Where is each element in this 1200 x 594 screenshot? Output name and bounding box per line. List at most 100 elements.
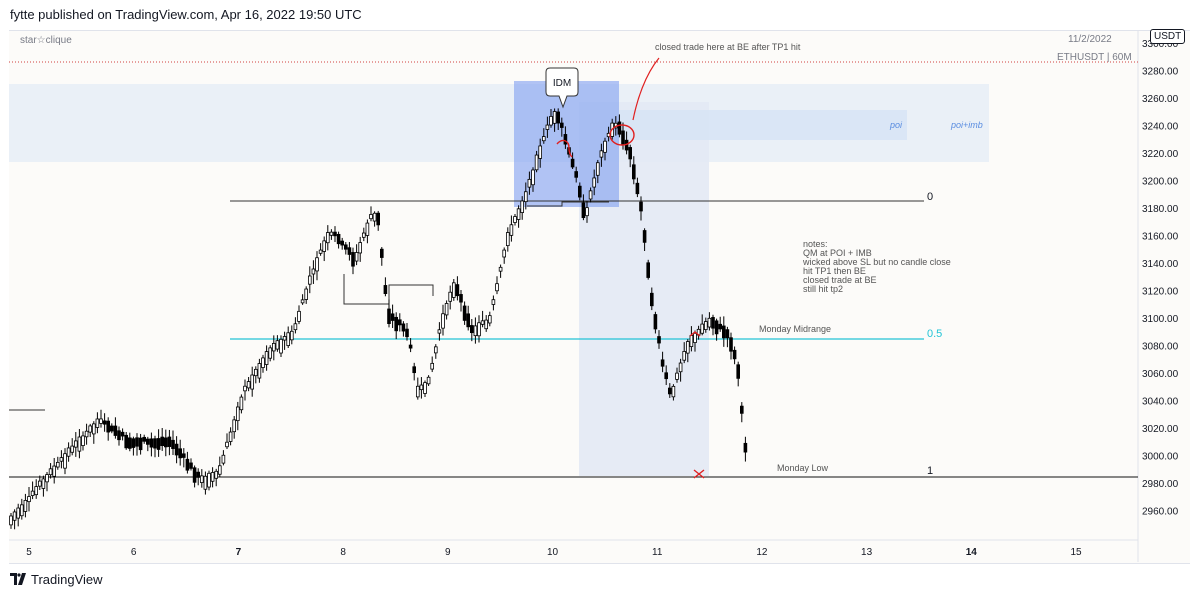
candle-down xyxy=(163,437,168,448)
candle-down xyxy=(578,185,582,198)
candle-up xyxy=(239,396,244,411)
idm-structure-line xyxy=(527,201,609,207)
candle-up xyxy=(495,283,499,292)
candle-up xyxy=(27,496,31,503)
candle-down xyxy=(412,366,416,374)
candle-down xyxy=(351,252,355,267)
currency-badge[interactable]: USDT xyxy=(1150,29,1186,44)
price-tick-label: 3240.00 xyxy=(1142,122,1179,133)
candle-down xyxy=(635,182,640,195)
candle-up xyxy=(531,169,535,186)
candle-down xyxy=(185,458,190,471)
candle-up xyxy=(419,384,424,391)
candle-up xyxy=(77,436,82,452)
idm-red-marker xyxy=(556,139,573,158)
candle-down xyxy=(653,314,658,330)
candle-up xyxy=(491,299,496,305)
candle-down xyxy=(722,325,726,339)
candle-up xyxy=(52,465,56,477)
time-tick-label: 13 xyxy=(861,547,873,558)
candle-down xyxy=(196,471,201,478)
candle-up xyxy=(448,291,452,302)
candle-down xyxy=(124,434,129,449)
candle-down xyxy=(106,420,111,433)
candle-up xyxy=(19,504,24,517)
price-chart[interactable]: IDM poi poi+imb 0 0.5 1 Monday Midrange … xyxy=(9,30,1190,562)
candle-down xyxy=(466,313,470,328)
candle-down xyxy=(617,121,622,135)
candle-up xyxy=(361,232,366,238)
candle-down xyxy=(171,439,175,449)
candle-up xyxy=(693,332,697,343)
monday-low-label: Monday Low xyxy=(777,463,829,473)
candle-up xyxy=(686,341,690,354)
price-tick-label: 3280.00 xyxy=(1142,67,1179,78)
candle-up xyxy=(423,382,427,394)
midrange-red-marker xyxy=(689,331,701,337)
tradingview-brand[interactable]: TradingView xyxy=(10,569,103,589)
candle-down xyxy=(131,438,136,448)
candle-down xyxy=(556,111,560,124)
note-line: closed trade at BE xyxy=(803,275,877,285)
candle-down xyxy=(397,319,402,326)
candle-down xyxy=(376,212,380,226)
candle-down xyxy=(660,359,665,367)
candle-up xyxy=(433,346,438,354)
candle-up xyxy=(199,475,204,483)
candle-down xyxy=(383,285,388,295)
candle-up xyxy=(210,472,215,482)
candle-down xyxy=(639,201,643,212)
candle-up xyxy=(232,419,237,433)
price-tick-label: 3160.00 xyxy=(1142,232,1179,243)
candle-down xyxy=(621,130,625,145)
price-tick-label: 3100.00 xyxy=(1142,314,1179,325)
candle-down xyxy=(117,430,121,441)
candle-down xyxy=(664,372,668,380)
candle-up xyxy=(372,212,377,222)
candle-down xyxy=(725,329,730,339)
note-line: QM at POI + IMB xyxy=(803,248,872,258)
candle-up xyxy=(48,468,53,476)
fib-1-label: 1 xyxy=(927,465,933,477)
candle-up xyxy=(84,430,89,438)
candle-down xyxy=(628,147,632,160)
price-tick-label: 3140.00 xyxy=(1142,259,1179,270)
candle-up xyxy=(704,321,708,330)
candle-down xyxy=(743,442,748,453)
price-tick-label: 3080.00 xyxy=(1142,342,1179,353)
candle-up xyxy=(225,441,229,448)
candlestick-series xyxy=(9,108,748,530)
candle-up xyxy=(12,511,17,521)
fib-0-label: 0 xyxy=(927,191,933,203)
candle-down xyxy=(646,262,650,278)
candle-down xyxy=(145,438,150,445)
candle-up xyxy=(502,249,506,258)
fib-05-label: 0.5 xyxy=(927,328,942,340)
qm-structure-line xyxy=(343,274,434,305)
candle-up xyxy=(45,474,49,483)
candle-down xyxy=(563,134,568,145)
idm-callout-bubble xyxy=(545,67,579,109)
candle-down xyxy=(740,405,744,414)
closed-trade-note: closed trade here at BE after TP1 hit xyxy=(655,42,801,52)
candle-up xyxy=(509,224,514,236)
candle-up xyxy=(250,374,255,390)
candle-up xyxy=(505,232,510,247)
candle-down xyxy=(135,437,139,447)
note-line: hit TP1 then BE xyxy=(803,266,866,276)
monday-low-x-marker xyxy=(693,469,705,479)
candle-up xyxy=(221,454,226,464)
candle-up xyxy=(549,115,553,126)
poi-zone xyxy=(619,110,907,140)
candle-up xyxy=(516,208,521,220)
candle-up xyxy=(441,313,445,329)
candle-up xyxy=(268,347,272,359)
candle-up xyxy=(34,486,38,496)
price-tick-label: 3260.00 xyxy=(1142,94,1179,105)
price-tick-label: 3040.00 xyxy=(1142,397,1179,408)
candle-up xyxy=(430,362,434,370)
candle-up xyxy=(74,440,78,448)
candle-down xyxy=(120,431,125,437)
candle-up xyxy=(289,330,294,341)
candle-down xyxy=(394,316,398,332)
